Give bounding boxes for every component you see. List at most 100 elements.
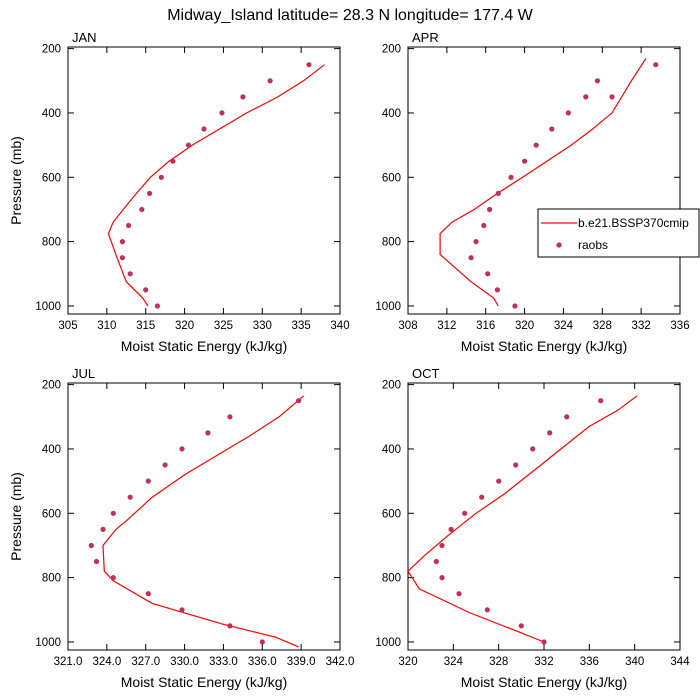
x-tick-label: 324 bbox=[554, 320, 574, 332]
raobs-point bbox=[110, 575, 116, 581]
y-tick-label: 600 bbox=[42, 508, 61, 520]
raobs-point bbox=[110, 510, 116, 516]
raobs-point bbox=[583, 94, 589, 100]
panels: JAN 305 310 315 320 325 330 335 340 200 400 600 800 1… bbox=[8, 30, 690, 690]
x-tick-label: 305 bbox=[58, 320, 77, 332]
y-tick-label: 1000 bbox=[35, 301, 61, 313]
x-axis-title: Moist Static Energy (kJ/kg) bbox=[461, 338, 628, 354]
x-tick-label: 320 bbox=[515, 320, 534, 332]
x-tick-label: 320 bbox=[175, 320, 194, 332]
legend-label-obs: raobs bbox=[578, 238, 608, 252]
x-tick-label: 332 bbox=[534, 656, 553, 668]
x-tick-label: 344 bbox=[670, 656, 690, 668]
y-tick-label: 600 bbox=[382, 508, 401, 520]
panel-jul: JUL 321.0 324.0 327.0 330.0 333.0 336.0 339.0 34… bbox=[8, 366, 354, 690]
raobs-point bbox=[139, 206, 145, 213]
raobs-point bbox=[205, 430, 211, 436]
plot-data bbox=[408, 395, 638, 645]
x-tick-label: 336 bbox=[670, 320, 689, 332]
raobs-point bbox=[487, 206, 493, 213]
x-tick-label: 327.0 bbox=[131, 656, 160, 668]
plot-data bbox=[107, 62, 325, 309]
x-tick-label: 335 bbox=[292, 320, 311, 332]
raobs-point bbox=[468, 255, 474, 261]
legend-label-model: b.e21.BSSP370cmip bbox=[578, 216, 689, 230]
y-axis-title: Pressure (mb) bbox=[8, 136, 24, 225]
raobs-point bbox=[267, 78, 273, 84]
raobs-point bbox=[433, 558, 439, 565]
y-axis-title: Pressure (mb) bbox=[8, 472, 24, 561]
x-tick-label: 316 bbox=[476, 320, 495, 332]
raobs-point bbox=[547, 430, 553, 436]
x-tick-label: 342.0 bbox=[326, 656, 355, 668]
x-axis-title: Moist Static Energy (kJ/kg) bbox=[461, 674, 628, 690]
y-tick-label: 800 bbox=[382, 573, 401, 585]
raobs-point bbox=[530, 446, 536, 452]
x-tick-label: 332 bbox=[632, 320, 651, 332]
raobs-point bbox=[479, 494, 485, 500]
raobs-point bbox=[158, 174, 164, 180]
model-profile-line bbox=[107, 64, 325, 307]
raobs-point bbox=[456, 591, 462, 597]
plot-frame bbox=[407, 46, 681, 315]
y-tick-label: 400 bbox=[382, 108, 401, 120]
raobs-point bbox=[100, 526, 106, 533]
x-tick-label: 336 bbox=[580, 656, 599, 668]
y-tick-label: 800 bbox=[42, 573, 61, 585]
raobs-point bbox=[219, 110, 225, 116]
raobs-point bbox=[179, 607, 185, 613]
raobs-point bbox=[185, 142, 192, 148]
y-tick-label: 800 bbox=[382, 237, 401, 249]
raobs-point bbox=[179, 446, 185, 452]
y-tick-label: 1000 bbox=[35, 637, 61, 649]
raobs-point bbox=[609, 94, 615, 100]
x-tick-label: 308 bbox=[398, 320, 417, 332]
x-axis-title: Moist Static Energy (kJ/kg) bbox=[121, 674, 288, 690]
raobs-point bbox=[462, 510, 468, 516]
raobs-point bbox=[494, 287, 500, 293]
x-tick-label: 324 bbox=[444, 656, 464, 668]
raobs-point bbox=[522, 158, 528, 164]
x-tick-label: 328 bbox=[489, 656, 508, 668]
y-tick-label: 200 bbox=[382, 44, 401, 56]
raobs-point bbox=[93, 558, 100, 565]
raobs-point bbox=[143, 287, 149, 293]
x-tick-label: 312 bbox=[437, 320, 456, 332]
y-tick-label: 400 bbox=[42, 108, 61, 120]
y-tick-label: 400 bbox=[42, 444, 61, 456]
x-tick-label: 336.0 bbox=[248, 656, 277, 668]
raobs-point bbox=[126, 222, 132, 229]
raobs-point bbox=[518, 623, 524, 629]
raobs-point bbox=[564, 414, 570, 420]
raobs-point bbox=[473, 239, 479, 245]
x-tick-label: 330 bbox=[253, 320, 272, 332]
raobs-point bbox=[481, 222, 487, 229]
raobs-point bbox=[201, 126, 207, 132]
raobs-point bbox=[512, 303, 518, 309]
raobs-point bbox=[147, 190, 153, 196]
raobs-point bbox=[145, 591, 151, 597]
model-profile-line bbox=[408, 395, 638, 643]
raobs-point bbox=[448, 526, 454, 533]
x-tick-label: 320 bbox=[398, 656, 417, 668]
raobs-point bbox=[541, 639, 547, 645]
x-tick-label: 340 bbox=[330, 320, 349, 332]
plot-frame bbox=[67, 46, 341, 315]
raobs-point bbox=[227, 623, 233, 629]
raobs-point bbox=[496, 478, 502, 484]
raobs-point bbox=[227, 414, 233, 420]
raobs-point bbox=[306, 62, 312, 68]
x-tick-label: 340 bbox=[625, 656, 644, 668]
raobs-point bbox=[296, 398, 302, 404]
raobs-point bbox=[88, 542, 94, 549]
raobs-point bbox=[439, 575, 445, 581]
model-profile-line bbox=[102, 395, 305, 648]
y-tick-label: 600 bbox=[382, 172, 401, 184]
raobs-point bbox=[653, 62, 659, 68]
raobs-point bbox=[240, 94, 246, 100]
panel-oct: OCT 320 324 328 332 336 340 344 200 400 600 800 1000… bbox=[375, 366, 690, 690]
x-tick-label: 324.0 bbox=[92, 656, 121, 668]
panel-title: JAN bbox=[72, 30, 97, 45]
panel-jan: JAN 305 310 315 320 325 330 335 340 200 400 600 800 1… bbox=[8, 30, 350, 354]
plot-data bbox=[88, 395, 305, 648]
